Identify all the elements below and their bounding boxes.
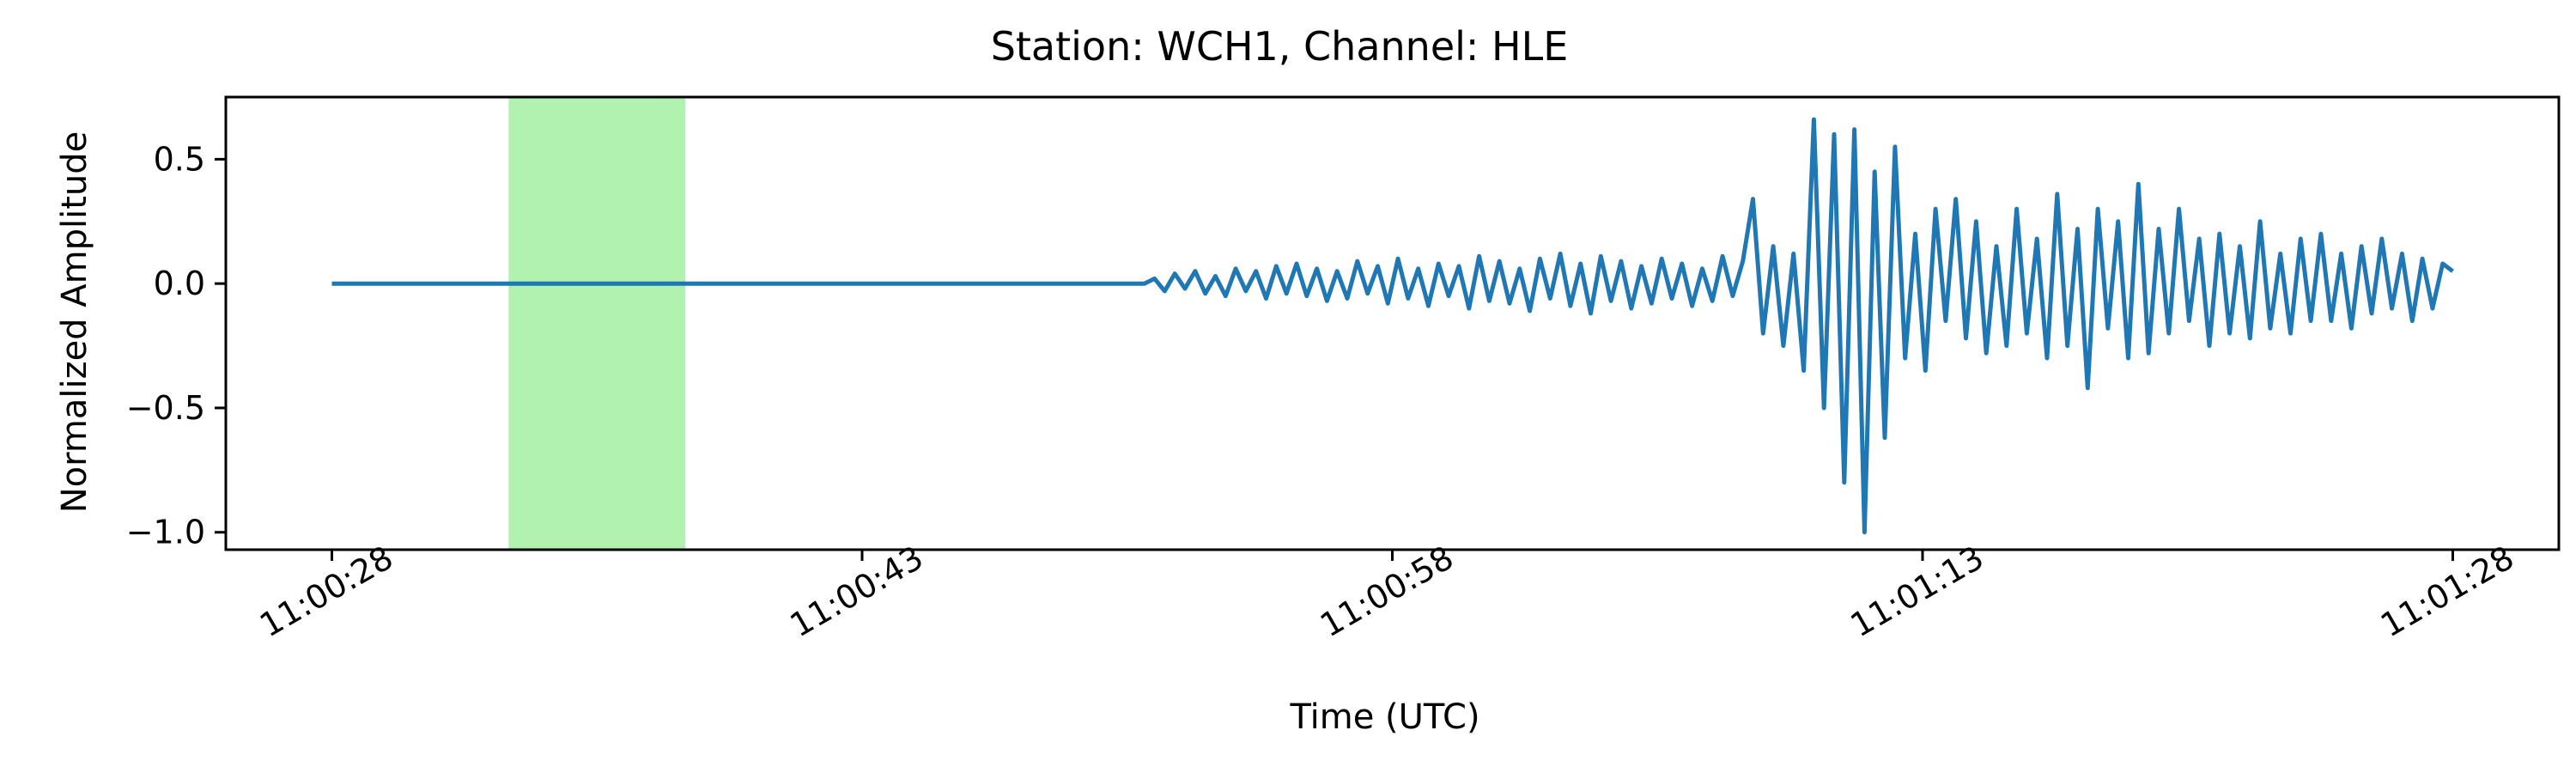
plot-area	[224, 95, 2561, 551]
y-axis-label: Normalized Amplitude	[55, 131, 94, 514]
x-tick-label: 11:00:43	[784, 539, 930, 644]
y-tick-label: 0.5	[154, 140, 205, 178]
x-axis: 11:00:28 11:00:43 11:00:58 11:01:13 11:01:28	[253, 539, 2520, 644]
x-tick-label: 11:01:28	[2374, 539, 2520, 644]
x-axis-label: Time (UTC)	[1289, 697, 1479, 737]
y-tick-label: −1.0	[126, 514, 205, 551]
chart-title: Station: WCH1, Channel: HLE	[991, 23, 1569, 70]
series-line-0	[331, 117, 2454, 535]
x-tick-label: 11:01:13	[1844, 539, 1990, 644]
x-tick-label: 11:00:28	[253, 539, 399, 644]
y-axis: 0.5 0.0 −0.5 −1.0	[126, 140, 226, 551]
shaded-region	[508, 97, 686, 550]
y-tick-label: 0.0	[154, 265, 205, 302]
x-tick-label: 11:00:58	[1314, 539, 1460, 644]
y-tick-label: −0.5	[126, 389, 205, 427]
